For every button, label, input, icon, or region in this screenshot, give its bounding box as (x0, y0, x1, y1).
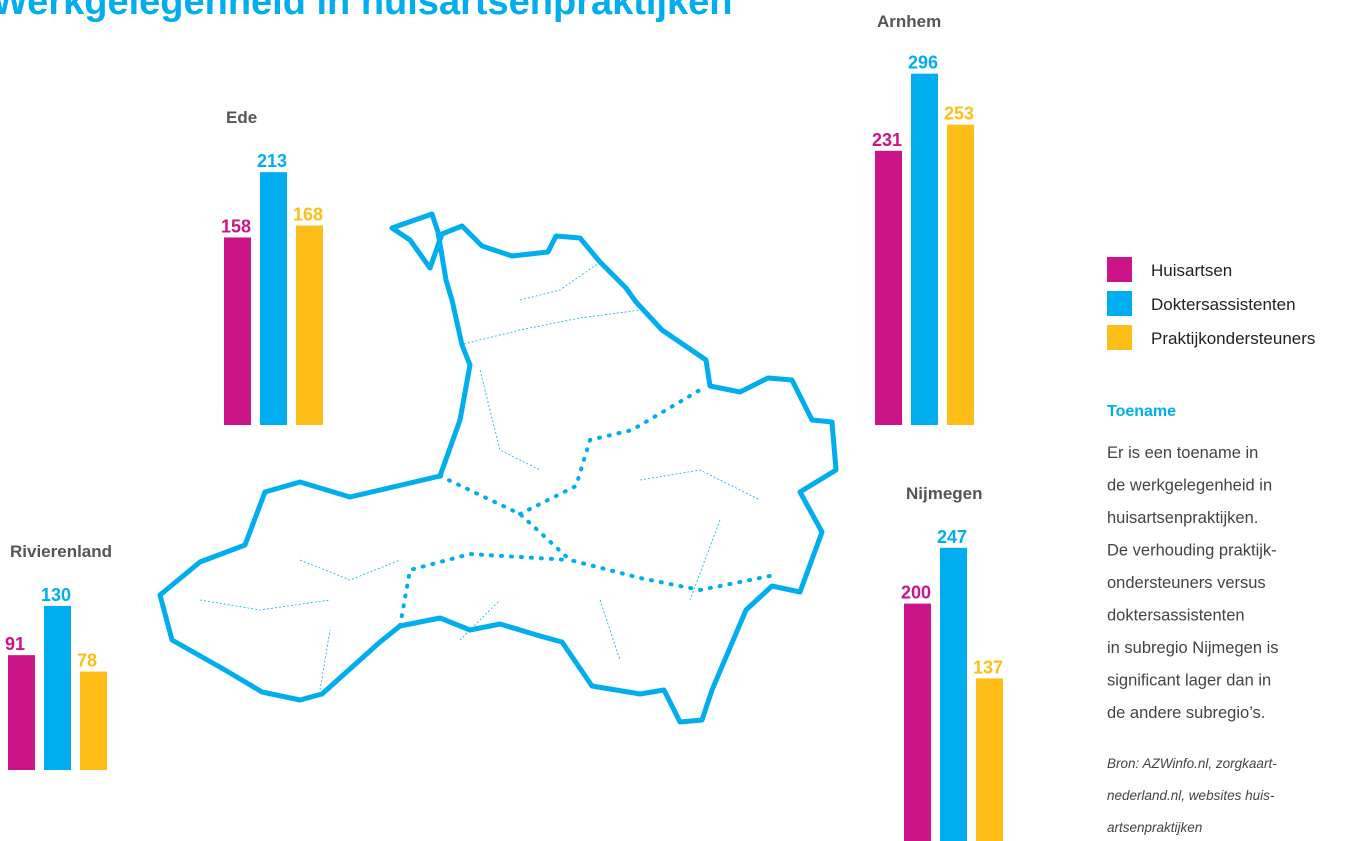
bar-chart: Arnhem 231 296 253 (872, 12, 974, 426)
value-label: 91 (5, 634, 25, 654)
chart-title: Arnhem (877, 12, 941, 31)
page-title: Werkgelegenheid in huisartsenpraktijken (0, 0, 733, 23)
map (157, 211, 839, 725)
bar (904, 603, 931, 841)
legend-swatch (1107, 291, 1132, 316)
legend-swatch (1107, 325, 1132, 350)
bar (940, 547, 967, 841)
chart-title: Nijmegen (906, 484, 983, 503)
value-label: 296 (908, 53, 938, 73)
bar (911, 73, 938, 425)
charts: Ede 158 213 168 Arnhem 231 296 253 Rivierenland 9… (5, 12, 1003, 841)
bar (976, 678, 1003, 841)
bar (296, 225, 323, 425)
value-label: 168 (293, 205, 323, 225)
note-heading: Toename (1107, 403, 1176, 420)
legend-label: Praktijkondersteuners (1151, 329, 1315, 348)
subregion-border (398, 388, 772, 628)
note: Toename Er is een toename in de werkgelege… (1107, 403, 1279, 835)
value-label: 231 (872, 130, 902, 150)
value-label: 130 (41, 585, 71, 605)
legend-swatch (1107, 257, 1132, 282)
bar-chart: Nijmegen 200 247 137 (901, 484, 1003, 841)
municipality-border (199, 261, 761, 691)
bar (8, 655, 35, 770)
note-source: Bron: AZWinfo.nl, zorgkaart- (1107, 756, 1277, 771)
note-line: huisartsenpraktijken. (1107, 509, 1258, 527)
note-line: ondersteuners versus (1107, 574, 1266, 592)
note-line: doktersassistenten (1107, 607, 1245, 625)
region-outline (157, 211, 839, 725)
legend: Huisartsen Doktersassistenten Praktijkonde… (1107, 257, 1315, 350)
note-line: significant lager dan in (1107, 672, 1271, 690)
note-line: in subregio Nijmegen is (1107, 639, 1279, 657)
bar-chart: Ede 158 213 168 (221, 108, 323, 425)
note-source: nederland.nl, websites huis- (1107, 788, 1275, 803)
bar (260, 172, 287, 425)
value-label: 200 (901, 583, 931, 603)
note-line: de werkgelegenheid in (1107, 477, 1272, 495)
bar (80, 671, 107, 770)
value-label: 78 (77, 651, 97, 671)
bar (224, 237, 251, 425)
value-label: 158 (221, 216, 251, 236)
bar (875, 150, 902, 426)
note-line: De verhouding praktijk- (1107, 542, 1277, 560)
legend-label: Doktersassistenten (1151, 295, 1296, 314)
value-label: 137 (973, 657, 1003, 677)
value-label: 213 (257, 151, 287, 171)
value-label: 247 (937, 527, 967, 547)
bar-chart: Rivierenland 91 130 78 (5, 542, 112, 770)
value-label: 253 (944, 104, 974, 124)
note-source: artsenpraktijken (1107, 820, 1202, 835)
legend-label: Huisartsen (1151, 261, 1232, 280)
chart-title: Rivierenland (10, 542, 112, 561)
bar (44, 605, 71, 770)
bar (947, 124, 974, 426)
chart-title: Ede (226, 108, 257, 127)
note-line: Er is een toename in (1107, 444, 1258, 462)
note-line: de andere subregio’s. (1107, 704, 1265, 722)
